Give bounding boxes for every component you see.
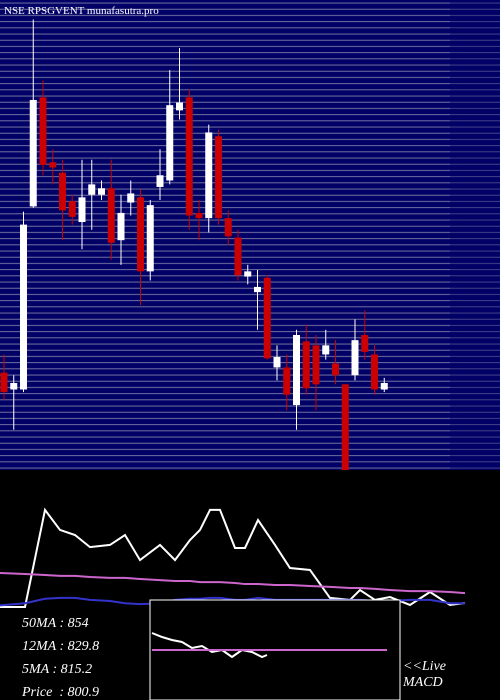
candle-body [283, 367, 291, 395]
candle-body [156, 175, 164, 187]
candle-body [234, 237, 242, 276]
live-label: <<Live [403, 659, 446, 674]
candle-body [302, 341, 310, 389]
candle-body [0, 372, 8, 393]
candle-body [322, 345, 330, 355]
candle-body [273, 357, 281, 368]
price-axis [450, 0, 500, 470]
candle-body [351, 340, 359, 376]
candle-body [117, 212, 125, 241]
candle-body [380, 383, 388, 390]
candle-body [88, 184, 96, 195]
candle-body [195, 212, 203, 219]
candle-body [371, 354, 378, 390]
candle-body [78, 197, 86, 223]
candle-body [127, 193, 135, 203]
candle-body [244, 271, 252, 277]
stat-label: Price : 800.9 [21, 685, 99, 700]
candle-body [137, 197, 144, 272]
candle-body [107, 188, 115, 243]
candle-body [98, 188, 105, 195]
candle-body [215, 136, 222, 219]
candle-body [293, 334, 300, 406]
candle-body [49, 162, 57, 168]
candle-body [20, 224, 27, 390]
candle-body [341, 384, 349, 470]
indicator-line [0, 572, 466, 595]
candle-body [205, 132, 213, 219]
candle-body [10, 383, 18, 390]
chart-title: NSE RPSGVENT munafasutra.pro [4, 5, 159, 17]
candle-body [254, 286, 261, 293]
macd-label: MACD [402, 675, 443, 690]
candle-body [59, 172, 66, 211]
stat-label: 12MA : 829.8 [22, 639, 99, 654]
candle-body [332, 363, 339, 376]
candle-body [146, 205, 154, 272]
candle-body [39, 97, 47, 165]
candle-body [68, 201, 76, 217]
candle-body [263, 277, 271, 359]
candle-body [312, 345, 320, 385]
candle-body [185, 97, 193, 216]
grid-pattern [0, 0, 500, 470]
candle-body [176, 102, 183, 111]
stat-label: 50MA : 854 [22, 616, 89, 631]
candle-body [166, 105, 174, 181]
candle-body [29, 99, 37, 207]
candle-body [224, 218, 232, 237]
indicator-line [151, 632, 268, 659]
stat-label: 5MA : 815.2 [22, 662, 92, 677]
indicator-line [0, 507, 466, 608]
candle-body [361, 334, 369, 352]
